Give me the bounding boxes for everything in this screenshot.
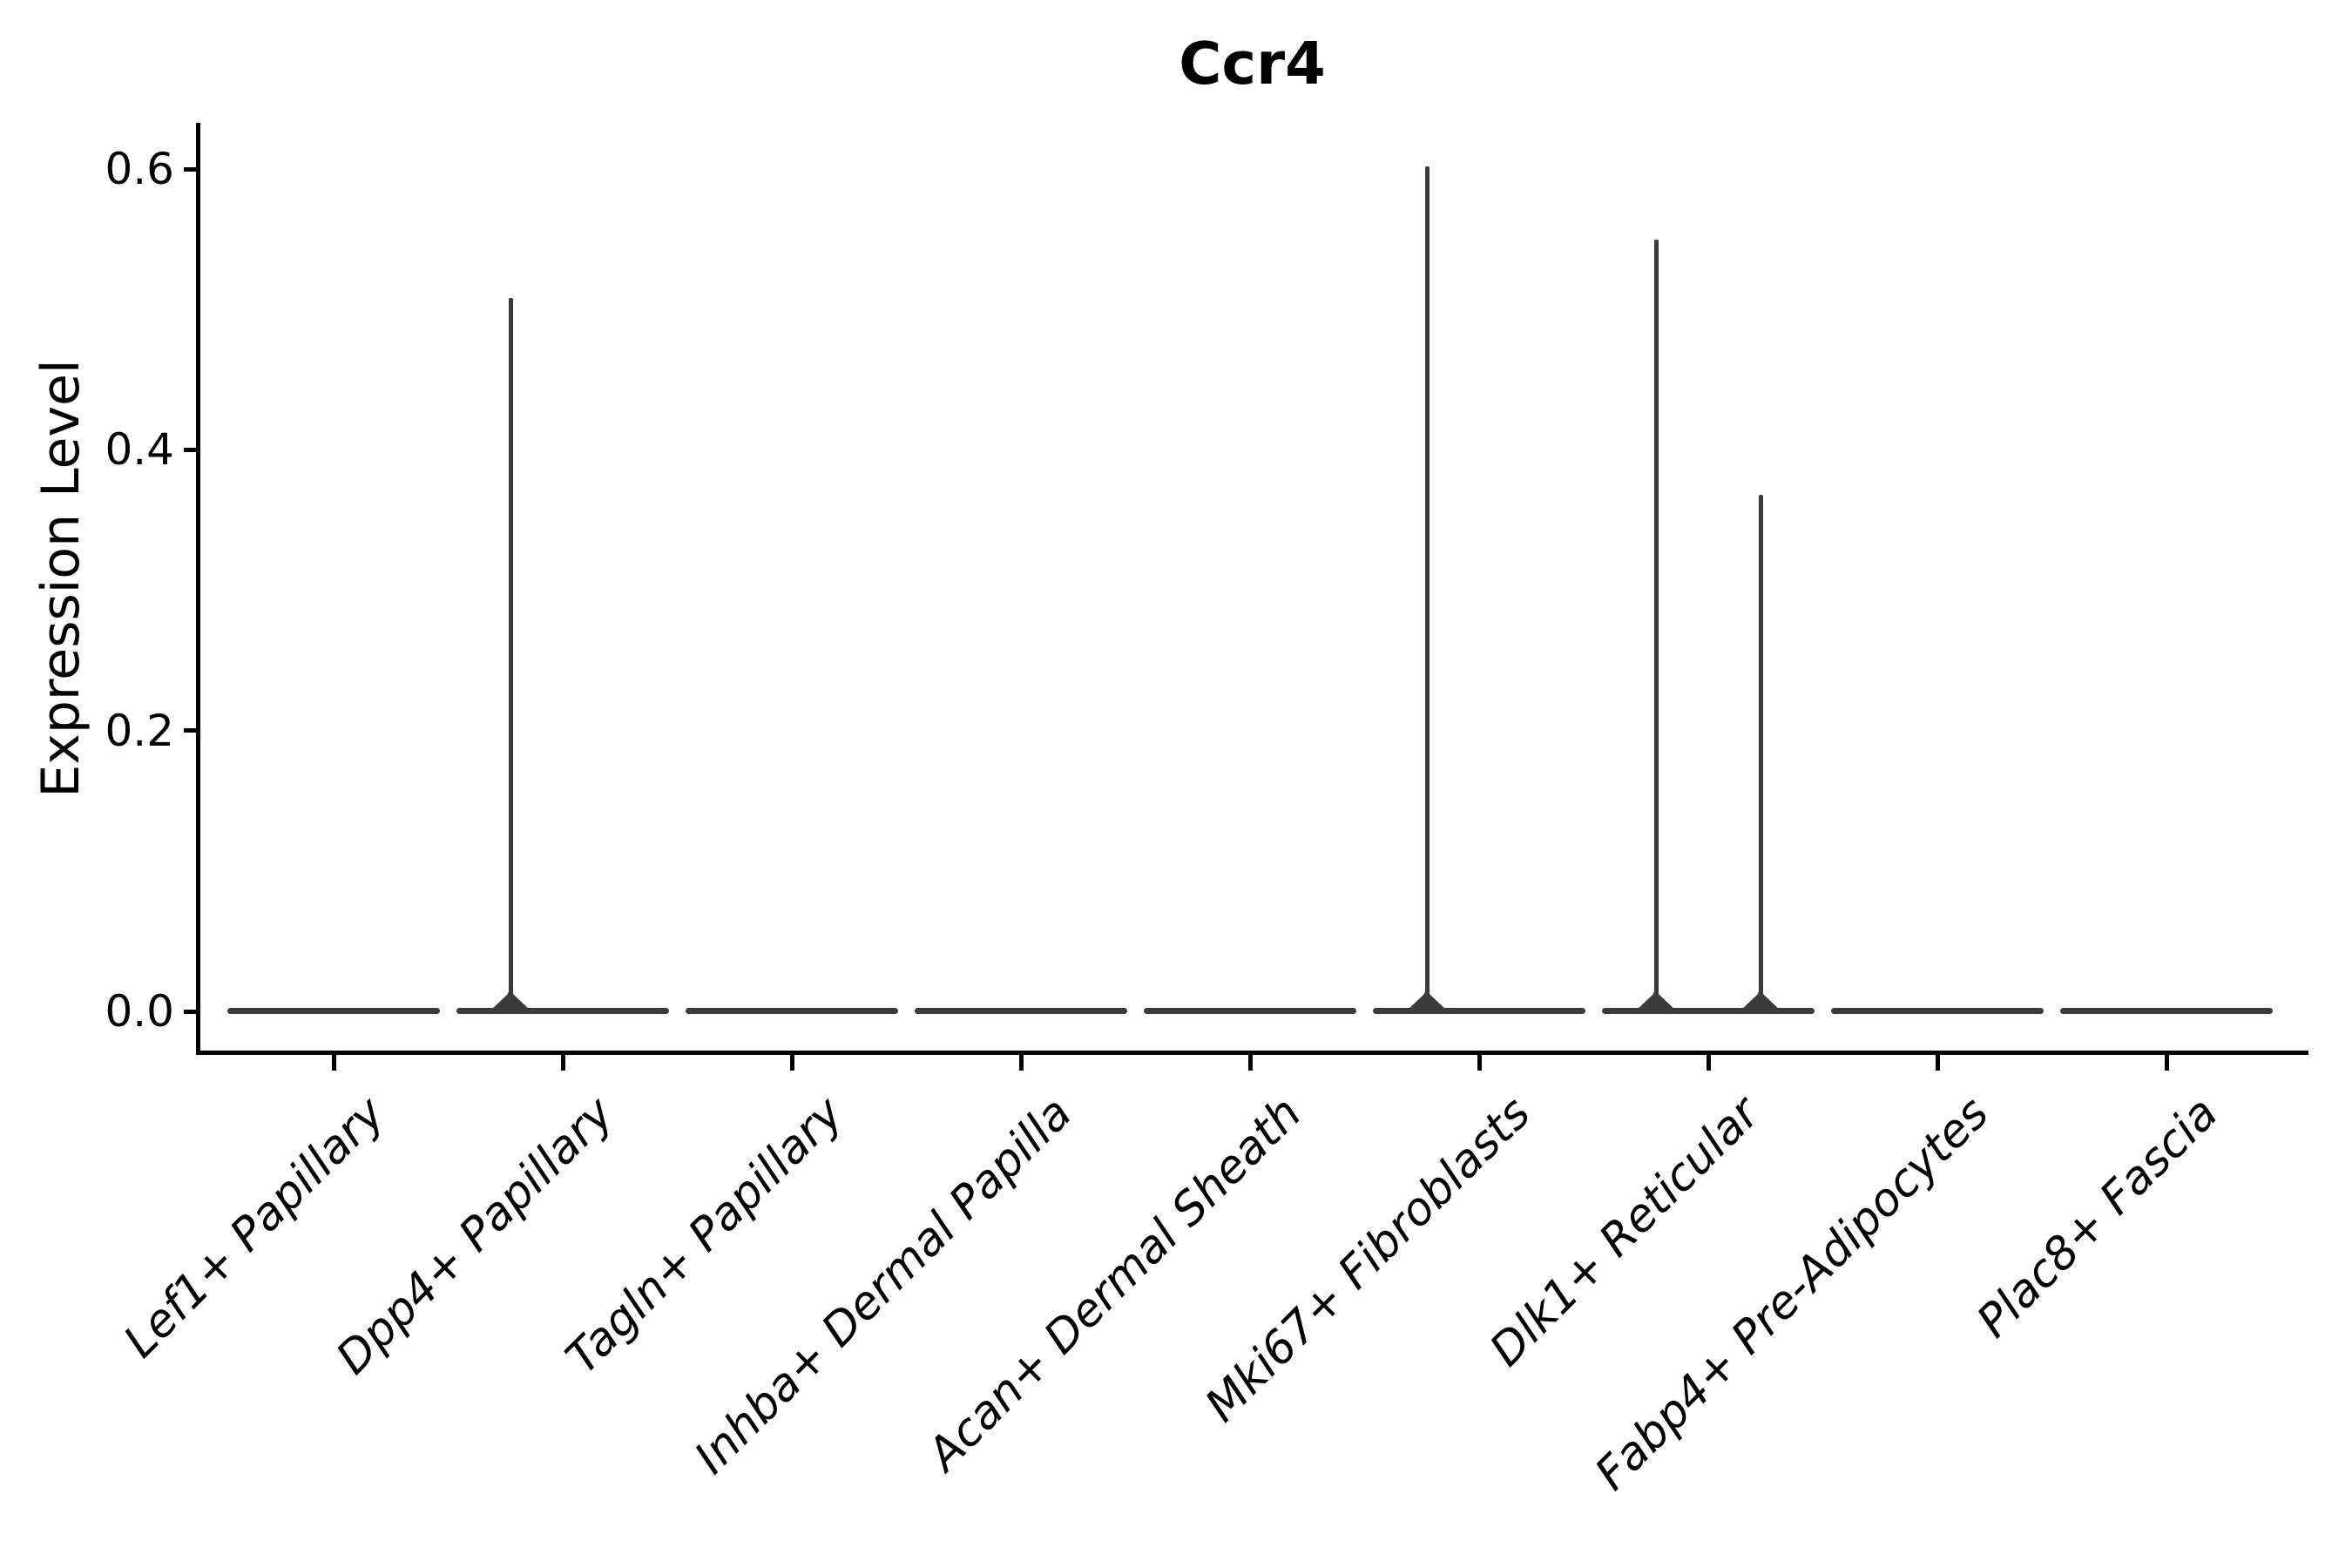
x-tick [1247,1055,1253,1071]
x-tick [1477,1055,1482,1071]
violin-density-spike [508,298,513,1013]
violin-base [915,1008,1127,1014]
y-tick-label: 0.4 [105,424,174,476]
violin-density-spike [1424,166,1429,1013]
violin-spike-base [1636,988,1676,1010]
x-axis-spine [196,1051,2308,1055]
x-tick [331,1055,336,1071]
violin-base [227,1008,440,1014]
y-tick [184,728,196,733]
x-tick-label: Inhba+ Dermal Papilla [685,1087,1083,1484]
x-tick-label: Plac8+ Fascia [1967,1087,2228,1348]
violin-spike-base [1407,988,1447,1010]
x-tick [2164,1055,2169,1071]
violin-base [1144,1008,1356,1014]
y-axis-label: Expression Level [30,359,91,798]
y-tick-label: 0.6 [105,144,174,195]
violin-density-spike [1758,494,1763,1013]
x-tick [1018,1055,1024,1071]
violin-base [1831,1008,2044,1014]
x-tick [789,1055,794,1071]
y-tick-label: 0.0 [105,986,174,1037]
plot-title: Ccr4 [1179,30,1326,98]
violin-spike-base [490,988,531,1010]
y-tick [184,447,196,452]
x-tick-label: Fabp4+ Pre-Adipocytes [1585,1087,1999,1501]
y-axis-spine [196,123,200,1055]
violin-spike-base [1740,988,1781,1010]
violin-base [1602,1008,1815,1014]
y-tick-label: 0.2 [105,705,174,756]
violin-density-spike [1653,239,1659,1013]
violin-base [686,1008,898,1014]
x-tick [1706,1055,1711,1071]
violin-base [456,1008,669,1014]
y-tick [184,1009,196,1014]
y-tick [184,166,196,172]
x-tick-label: Acan+ Dermal Sheath [917,1087,1312,1481]
x-tick [1935,1055,1940,1071]
x-tick [560,1055,565,1071]
violin-base [2060,1008,2273,1014]
violin-base [1373,1008,1585,1014]
